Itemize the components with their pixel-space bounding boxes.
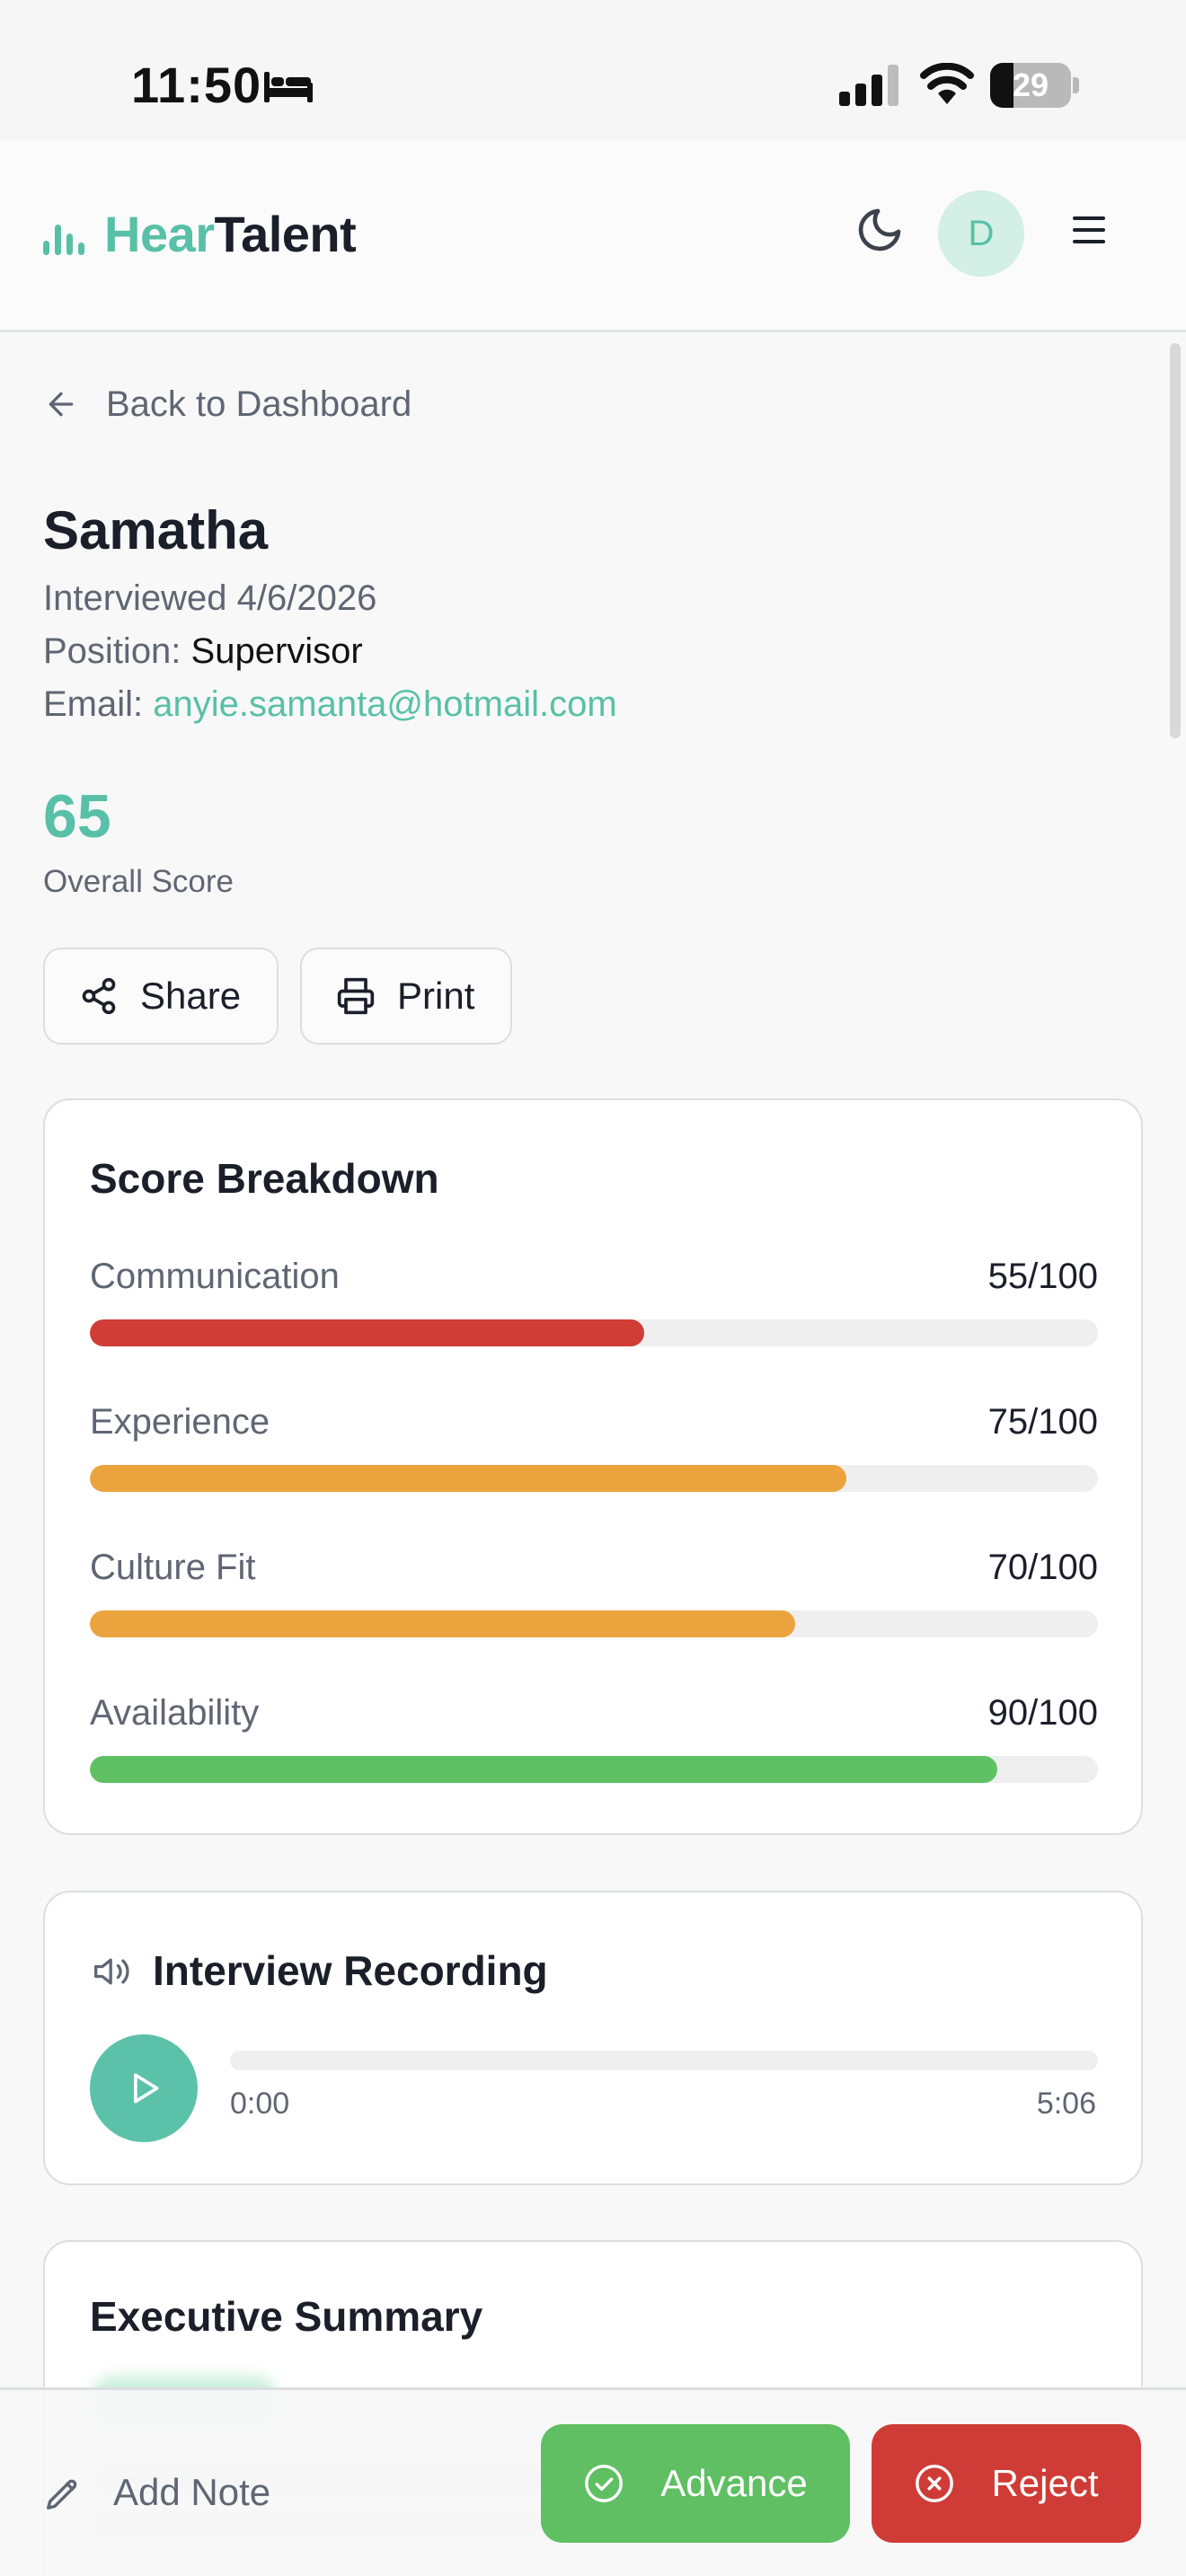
sleep-focus-icon <box>264 72 313 102</box>
metric-value: 75/100 <box>987 1402 1098 1442</box>
x-circle-icon <box>916 2465 954 2502</box>
arrow-left-icon <box>49 392 74 417</box>
audio-duration: 5:06 <box>1036 2086 1096 2121</box>
status-bar: 11:50 29 <box>0 0 1186 140</box>
page-scrollbar[interactable] <box>1170 343 1181 738</box>
score-breakdown-card: Score Breakdown Communication 55/100 Exp… <box>43 1098 1143 1835</box>
position-label: Position: <box>43 631 181 671</box>
email-link[interactable]: anyie.samanta@hotmail.com <box>153 684 617 724</box>
metric-label: Communication <box>90 1257 340 1296</box>
share-button[interactable]: Share <box>43 948 279 1045</box>
position-value: Supervisor <box>190 631 363 671</box>
metric-fill <box>90 1465 846 1492</box>
battery-level: 29 <box>1012 66 1049 103</box>
menu-button[interactable] <box>1067 205 1111 255</box>
bottom-action-bar: Add Note Advance Reject <box>0 2387 1186 2576</box>
metric-fill <box>90 1610 796 1637</box>
metric-experience: Experience 75/100 <box>90 1402 1098 1510</box>
moon-icon <box>858 208 901 251</box>
metric-value: 70/100 <box>987 1548 1098 1587</box>
share-icon <box>82 977 116 1015</box>
add-note-label: Add Note <box>113 2471 271 2513</box>
back-to-dashboard-link[interactable]: Back to Dashboard <box>43 381 412 428</box>
interview-recording-title: Interview Recording <box>153 1947 548 1994</box>
metric-track <box>90 1610 1098 1637</box>
metric-track <box>90 1319 1098 1346</box>
metric-fill <box>90 1319 645 1346</box>
app-header: HearTalent D <box>0 140 1186 332</box>
menu-icon <box>1073 216 1105 243</box>
user-avatar[interactable]: D <box>938 190 1024 277</box>
wifi-icon <box>920 63 974 104</box>
app-logo[interactable]: HearTalent <box>104 205 357 263</box>
pencil-icon <box>47 2479 77 2510</box>
metric-label: Availability <box>90 1693 260 1733</box>
metric-label: Experience <box>90 1402 270 1442</box>
candidate-email: Email: anyie.samanta@hotmail.com <box>43 684 617 725</box>
share-label: Share <box>140 975 242 1017</box>
printer-icon <box>337 977 375 1015</box>
executive-summary-title: Executive Summary <box>90 2293 483 2340</box>
bars-logo-icon <box>43 225 84 255</box>
metric-availability: Availability 90/100 <box>90 1693 1098 1801</box>
overall-score-value: 65 <box>43 782 111 851</box>
speaker-icon <box>94 1958 129 1985</box>
metric-communication: Communication 55/100 <box>90 1257 1098 1364</box>
check-circle-icon <box>585 2465 624 2502</box>
email-label: Email: <box>43 684 144 724</box>
overall-score-label: Overall Score <box>43 864 235 899</box>
theme-toggle-button[interactable] <box>848 194 911 266</box>
metric-value: 55/100 <box>987 1257 1098 1296</box>
advance-button[interactable]: Advance <box>541 2424 850 2543</box>
candidate-position: Position: Supervisor <box>43 631 363 672</box>
play-button[interactable] <box>90 2034 198 2142</box>
logo-text-talent: Talent <box>214 206 357 262</box>
audio-progress-bar[interactable] <box>230 2051 1098 2070</box>
reject-button[interactable]: Reject <box>872 2424 1141 2543</box>
metric-label: Culture Fit <box>90 1548 256 1587</box>
reject-label: Reject <box>991 2462 1099 2504</box>
interview-recording-card: Interview Recording 0:00 5:06 <box>43 1891 1143 2185</box>
metric-value: 90/100 <box>987 1693 1098 1733</box>
play-icon <box>134 2073 159 2104</box>
print-button[interactable]: Print <box>300 948 512 1045</box>
interview-date: Interviewed 4/6/2026 <box>43 578 377 618</box>
add-note-button[interactable]: Add Note <box>43 2466 270 2519</box>
metric-culture-fit: Culture Fit 70/100 <box>90 1548 1098 1655</box>
logo-text-hear: Hear <box>104 206 215 262</box>
candidate-name: Samatha <box>43 500 269 560</box>
status-time: 11:50 <box>131 57 262 113</box>
score-breakdown-title: Score Breakdown <box>90 1155 439 1202</box>
cellular-signal-icon <box>839 65 898 106</box>
battery-indicator: 29 <box>990 63 1080 108</box>
advance-label: Advance <box>660 2462 808 2504</box>
metric-fill <box>90 1756 997 1783</box>
metric-track <box>90 1465 1098 1492</box>
audio-current-time: 0:00 <box>230 2086 290 2121</box>
back-label: Back to Dashboard <box>106 384 412 424</box>
print-label: Print <box>397 975 475 1017</box>
metric-track <box>90 1756 1098 1783</box>
